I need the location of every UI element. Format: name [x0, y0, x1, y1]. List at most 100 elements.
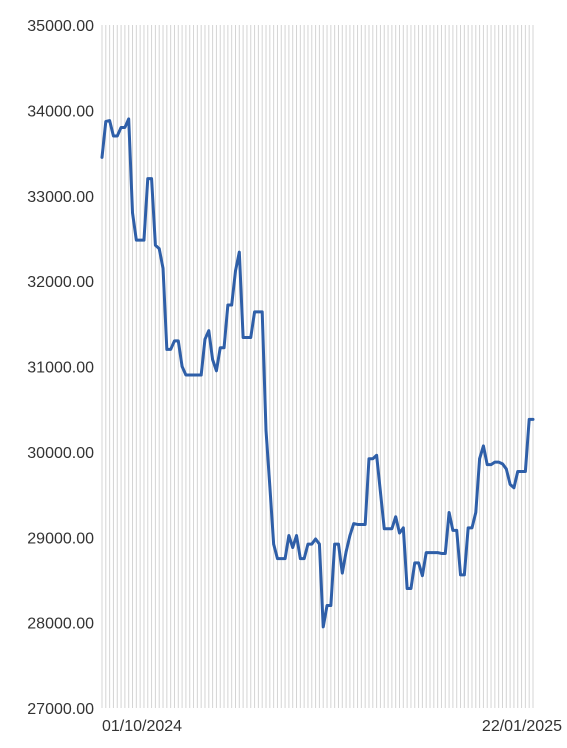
- data-point: [386, 527, 390, 530]
- data-point: [375, 454, 378, 457]
- data-point: [203, 337, 207, 341]
- data-point: [268, 484, 272, 488]
- data-point: [417, 561, 420, 565]
- data-point: [440, 552, 443, 555]
- data-point: [360, 523, 363, 526]
- y-tick-label: 31000.00: [27, 360, 94, 377]
- data-point: [131, 211, 134, 215]
- data-point: [409, 587, 413, 590]
- data-point: [127, 117, 130, 121]
- data-point: [379, 490, 382, 494]
- data-point: [295, 534, 298, 537]
- data-point: [325, 604, 329, 607]
- data-point: [478, 457, 481, 460]
- data-point: [501, 462, 504, 466]
- data-point: [104, 120, 108, 123]
- data-point: [169, 348, 172, 351]
- y-tick-label: 34000.00: [27, 103, 94, 120]
- data-point: [398, 531, 401, 535]
- data-point: [142, 238, 146, 242]
- y-tick-label: 28000.00: [27, 616, 94, 633]
- data-point: [520, 470, 523, 473]
- data-point: [123, 126, 127, 129]
- data-point: [390, 527, 394, 530]
- data-point: [482, 444, 485, 448]
- y-axis-ticks: 27000.00 28000.00 29000.00 30000.00 31000.00…: [27, 18, 94, 718]
- y-tick-label: 29000.00: [27, 530, 94, 547]
- data-point: [356, 523, 359, 526]
- data-point: [188, 373, 191, 377]
- data-point: [207, 329, 210, 332]
- data-point: [173, 339, 176, 343]
- data-point: [299, 557, 302, 560]
- data-point: [260, 310, 264, 314]
- data-point: [199, 373, 203, 377]
- data-point: [146, 177, 149, 180]
- data-point: [291, 546, 294, 549]
- data-point: [154, 244, 157, 247]
- data-point: [344, 550, 348, 553]
- vertical-gridlines: [101, 25, 534, 708]
- y-tick-label: 35000.00: [27, 18, 94, 35]
- data-point: [257, 310, 260, 314]
- data-point: [238, 250, 241, 254]
- data-point: [135, 238, 138, 242]
- data-point: [444, 552, 447, 555]
- data-point: [516, 470, 519, 473]
- data-point: [211, 358, 214, 361]
- data-point: [310, 542, 313, 546]
- data-point: [138, 238, 142, 242]
- data-point: [505, 467, 508, 471]
- data-point: [322, 625, 325, 629]
- data-point: [447, 511, 451, 514]
- data-point: [428, 551, 432, 554]
- data-point: [531, 418, 535, 421]
- data-point: [112, 134, 115, 138]
- data-point: [234, 269, 237, 273]
- data-point: [165, 348, 169, 351]
- x-axis-ticks: 01/10/2024 22/01/2025: [102, 718, 562, 735]
- data-point: [497, 460, 500, 464]
- data-point: [280, 557, 283, 560]
- data-point: [367, 457, 371, 460]
- data-point: [161, 267, 165, 270]
- data-point: [527, 418, 531, 421]
- data-point: [264, 429, 268, 432]
- data-point: [394, 515, 397, 518]
- data-point: [184, 373, 188, 377]
- data-point: [306, 542, 310, 546]
- data-point: [337, 542, 340, 546]
- data-point: [470, 526, 474, 530]
- data-point: [287, 534, 291, 537]
- data-point: [474, 511, 477, 514]
- data-point: [116, 134, 119, 138]
- data-point: [249, 336, 252, 339]
- data-point: [283, 557, 287, 560]
- data-point: [150, 177, 153, 180]
- data-point: [329, 604, 333, 607]
- data-point: [508, 483, 512, 486]
- data-point: [318, 542, 321, 546]
- data-point: [524, 470, 527, 473]
- y-tick-label: 33000.00: [27, 189, 94, 206]
- y-tick-label: 30000.00: [27, 445, 94, 462]
- data-point: [512, 486, 516, 489]
- x-tick-label: 22/01/2025: [482, 718, 562, 735]
- data-point: [455, 529, 458, 532]
- data-point: [177, 339, 180, 343]
- data-point: [432, 551, 436, 554]
- data-point: [222, 346, 226, 349]
- data-point: [158, 247, 161, 250]
- data-point: [489, 463, 493, 466]
- data-point: [108, 119, 111, 122]
- data-point: [219, 346, 222, 349]
- data-point: [230, 303, 233, 307]
- data-point: [226, 303, 230, 307]
- data-point: [348, 534, 352, 537]
- data-point: [451, 529, 455, 532]
- data-point: [241, 336, 245, 339]
- data-point: [276, 557, 279, 560]
- data-point: [413, 561, 416, 565]
- data-point: [493, 460, 497, 464]
